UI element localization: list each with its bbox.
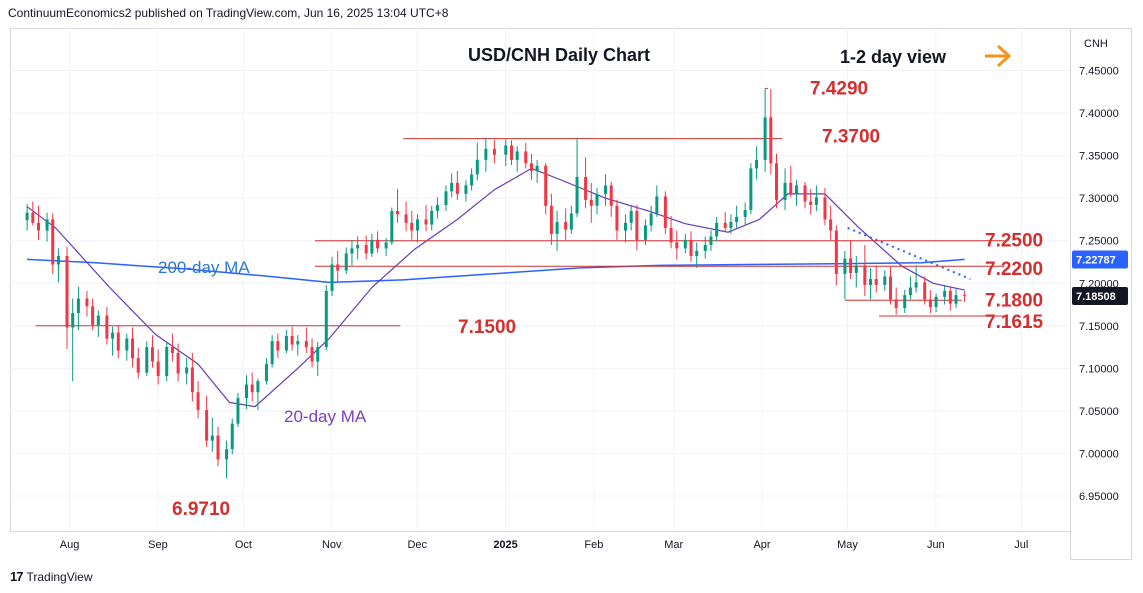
x-tick-label: Mar [664,539,683,551]
x-tick-label: Aug [60,539,80,551]
x-tick-label: May [837,539,858,551]
x-tick-label: Apr [753,539,770,551]
brand-name[interactable]: TradingView [26,569,93,584]
publisher-line: ContinuumEconomics2 published on Trading… [8,6,449,20]
tradingview-logo-icon: 17 [10,569,24,584]
x-tick-label: Dec [407,539,427,551]
price-axis[interactable] [1070,28,1132,560]
x-tick-label: Feb [584,539,603,551]
x-tick-label: Sep [148,539,168,551]
x-tick-label: 2025 [493,539,517,551]
x-tick-label: Jul [1014,539,1028,551]
footer: 17 TradingView [10,569,93,584]
x-tick-label: Jun [927,539,945,551]
chart-pane[interactable] [10,28,1071,532]
x-tick-label: Oct [235,539,252,551]
x-tick-label: Nov [322,539,342,551]
symbol-label: CNH [1084,38,1108,50]
